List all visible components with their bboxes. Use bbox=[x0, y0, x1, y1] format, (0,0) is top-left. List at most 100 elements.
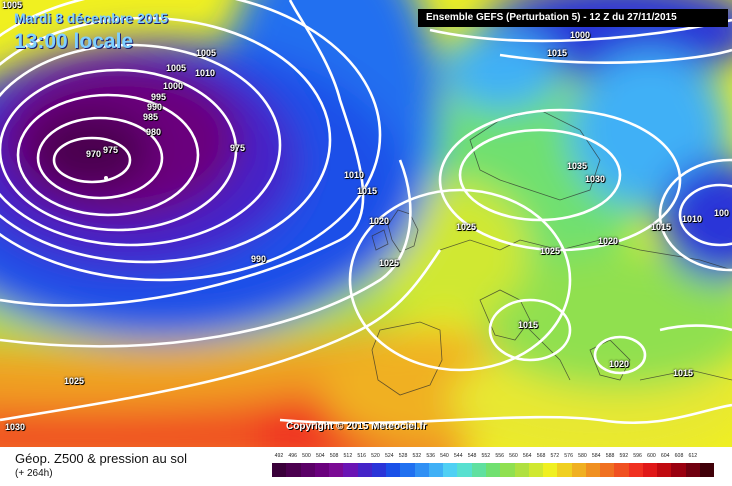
scale-swatch bbox=[600, 463, 615, 477]
isobar-label: 985 bbox=[143, 112, 159, 122]
scale-swatch bbox=[357, 463, 372, 477]
lead-time: (+ 264h) bbox=[15, 468, 53, 479]
scale-label: 552 bbox=[481, 453, 491, 459]
scale-label: 516 bbox=[357, 453, 366, 459]
scale-swatch bbox=[685, 463, 700, 477]
scale-label: 564 bbox=[522, 453, 532, 459]
isobar-label: 1030 bbox=[585, 174, 606, 184]
scale-label: 596 bbox=[633, 453, 642, 459]
scale-label: 568 bbox=[536, 453, 546, 459]
scale-swatch bbox=[543, 463, 558, 477]
scale-swatch bbox=[471, 463, 486, 477]
isobar-label: 1015 bbox=[357, 186, 378, 196]
scale-label: 572 bbox=[550, 453, 560, 459]
isobar-label: 1000 bbox=[570, 30, 591, 40]
weather-map: Mardi 8 décembre 2015 13:00 locale Ensem… bbox=[0, 0, 732, 447]
forecast-date: Mardi 8 décembre 2015 bbox=[14, 10, 169, 26]
scale-label: 584 bbox=[591, 453, 601, 459]
scale-swatch bbox=[514, 463, 529, 477]
isobar-label: 990 bbox=[147, 102, 163, 112]
forecast-time: 13:00 locale bbox=[14, 30, 134, 53]
model-run-label: Ensemble GEFS (Perturbation 5) - 12 Z du… bbox=[418, 9, 728, 27]
isobar-label: 995 bbox=[151, 92, 167, 102]
isobar-label: 1005 bbox=[166, 63, 187, 73]
color-scale-bar bbox=[272, 463, 715, 477]
scale-swatch bbox=[400, 463, 415, 477]
isobar-label: 1020 bbox=[609, 359, 630, 369]
scale-label: 588 bbox=[605, 453, 615, 459]
scale-swatch bbox=[414, 463, 429, 477]
isobar-label: 1025 bbox=[456, 222, 477, 232]
scale-label: 508 bbox=[329, 453, 339, 459]
isobar-label: 1015 bbox=[673, 368, 694, 378]
scale-swatch bbox=[699, 463, 715, 477]
scale-label: 560 bbox=[509, 453, 518, 459]
isobar-label: 1025 bbox=[540, 246, 561, 256]
scale-swatch bbox=[642, 463, 658, 477]
isobar-label: 990 bbox=[251, 254, 267, 264]
z500-field bbox=[0, 0, 732, 447]
isobar-label: 1015 bbox=[651, 222, 672, 232]
isobar-label: 100 bbox=[714, 208, 730, 218]
isobar-label: 1015 bbox=[518, 320, 539, 330]
scale-label: 544 bbox=[453, 453, 463, 459]
scale-label: 556 bbox=[495, 453, 504, 459]
scale-swatch bbox=[329, 463, 344, 477]
scale-swatch bbox=[628, 463, 643, 477]
scale-label: 500 bbox=[302, 453, 311, 459]
isobar-label: 1020 bbox=[598, 236, 619, 246]
isobar-label: 1005 bbox=[196, 48, 217, 58]
scale-label: 612 bbox=[688, 453, 698, 459]
isobar-label: 1025 bbox=[379, 258, 400, 268]
isobar-label: 1010 bbox=[195, 68, 216, 78]
scale-label: 592 bbox=[619, 453, 629, 459]
scale-label: 608 bbox=[674, 453, 684, 459]
isobar-label: 1025 bbox=[64, 376, 85, 386]
scale-swatch bbox=[528, 463, 544, 477]
scale-swatch bbox=[300, 463, 315, 477]
scale-label: 548 bbox=[467, 453, 477, 459]
scale-swatch bbox=[428, 463, 444, 477]
scale-swatch bbox=[343, 463, 358, 477]
scale-swatch bbox=[614, 463, 629, 477]
isobar-label: 1030 bbox=[5, 422, 26, 432]
isobar-label: 1015 bbox=[547, 48, 568, 58]
scale-swatch bbox=[443, 463, 458, 477]
isobar-label: 1000 bbox=[163, 81, 184, 91]
legend-footer: Géop. Z500 & pression au sol (+ 264h) 49… bbox=[0, 447, 732, 486]
isobar-label: 975 bbox=[230, 143, 246, 153]
field-title: Géop. Z500 & pression au sol bbox=[15, 451, 187, 466]
scale-label: 528 bbox=[398, 453, 408, 459]
scale-label: 512 bbox=[343, 453, 353, 459]
scale-swatch bbox=[500, 463, 515, 477]
scale-label: 532 bbox=[412, 453, 422, 459]
scale-label: 524 bbox=[384, 453, 394, 459]
isobar-label: 970 bbox=[86, 149, 102, 159]
scale-label: 496 bbox=[288, 453, 298, 459]
scale-label: 600 bbox=[647, 453, 656, 459]
scale-label: 576 bbox=[564, 453, 573, 459]
isobar-label: 980 bbox=[146, 127, 162, 137]
scale-swatch bbox=[571, 463, 586, 477]
scale-label: 604 bbox=[660, 453, 670, 459]
scale-swatch bbox=[585, 463, 601, 477]
scale-label: 520 bbox=[371, 453, 380, 459]
copyright-notice: Copyright © 2015 Meteociel.fr bbox=[286, 421, 427, 432]
isobar-label: 975 bbox=[103, 145, 119, 155]
scale-swatch bbox=[286, 463, 301, 477]
scale-swatch bbox=[272, 463, 287, 477]
scale-swatch bbox=[457, 463, 472, 477]
scale-swatch bbox=[386, 463, 401, 477]
scale-label: 540 bbox=[440, 453, 449, 459]
isobar-label: 1020 bbox=[369, 216, 390, 226]
scale-swatch bbox=[671, 463, 686, 477]
scale-swatch bbox=[557, 463, 572, 477]
scale-label: 536 bbox=[426, 453, 435, 459]
isobar-label: 1005 bbox=[2, 0, 23, 10]
scale-swatch bbox=[314, 463, 330, 477]
isobar-label: 1010 bbox=[682, 214, 703, 224]
scale-label: 580 bbox=[578, 453, 587, 459]
scale-swatch bbox=[371, 463, 387, 477]
scale-label: 492 bbox=[274, 453, 284, 459]
isobar-label: 1035 bbox=[567, 161, 588, 171]
